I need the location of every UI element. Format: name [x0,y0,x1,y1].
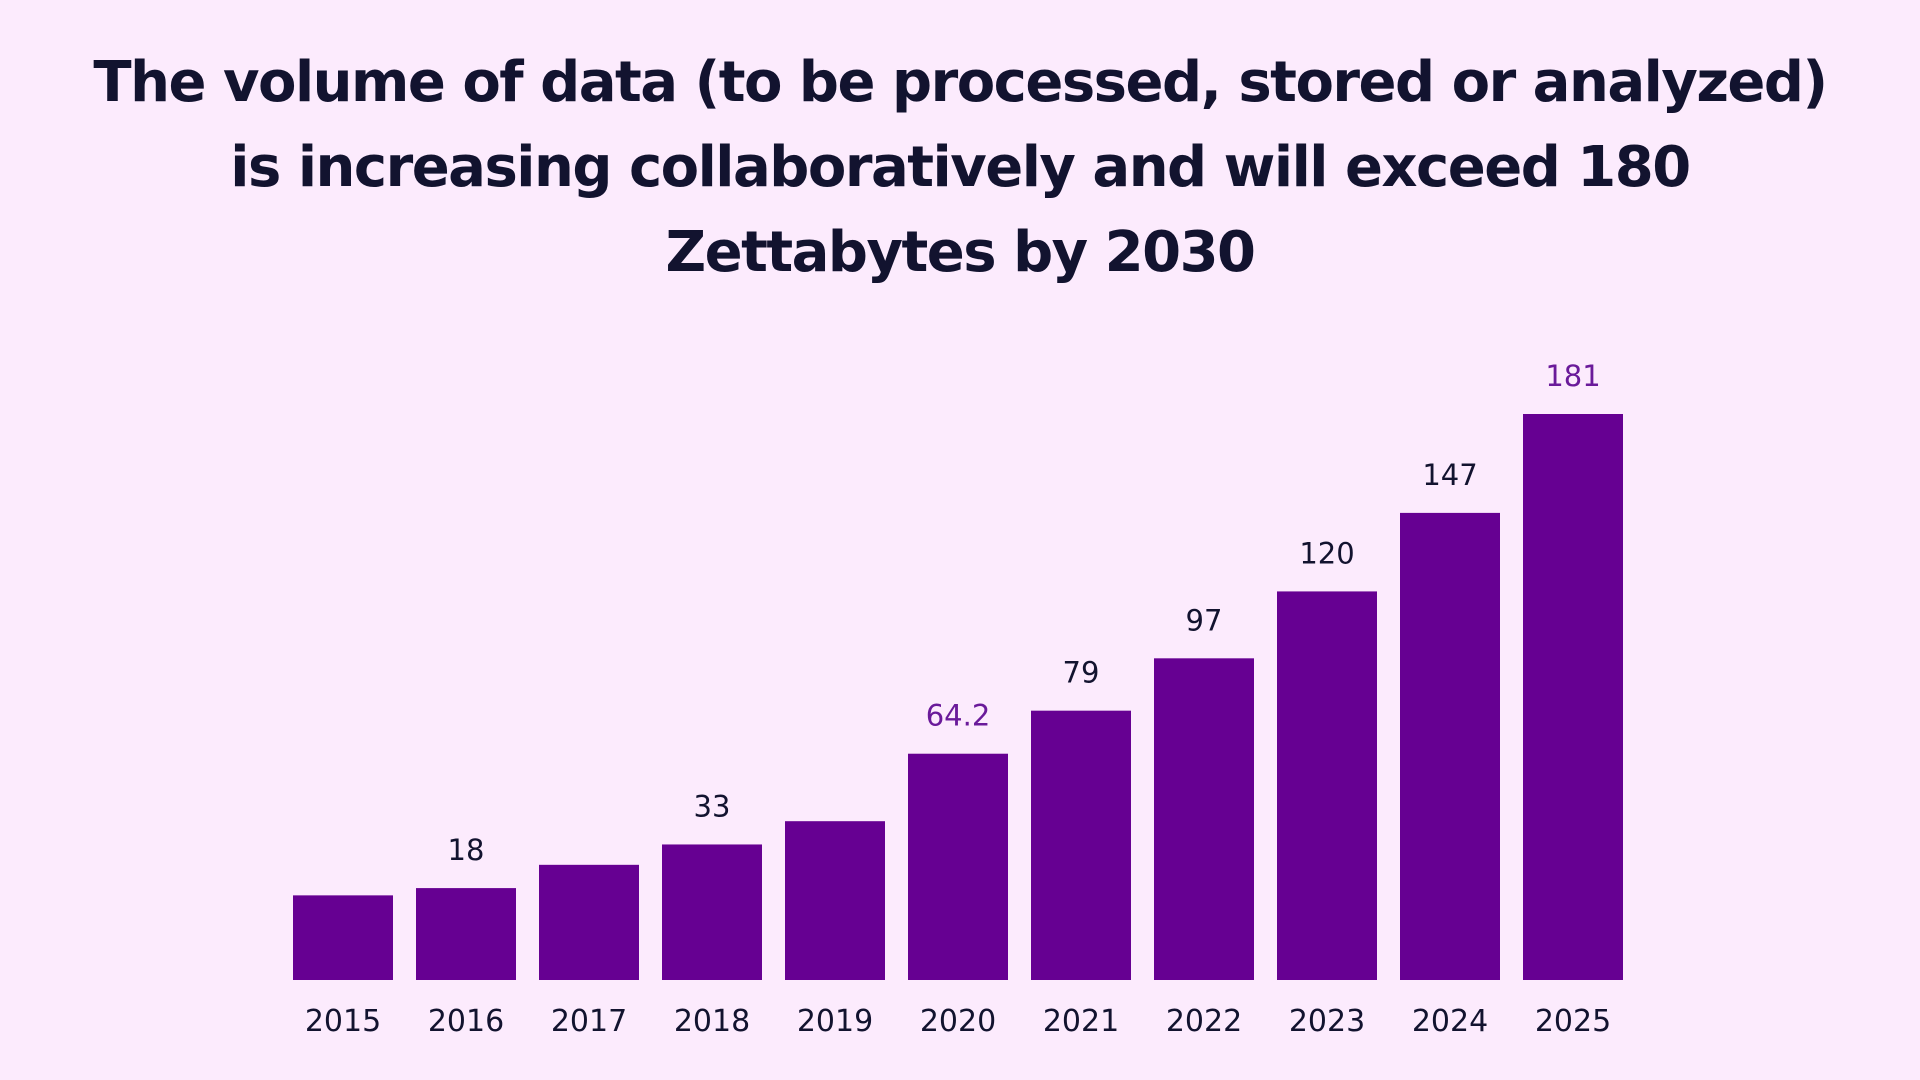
bar-2025 [1523,414,1623,980]
data-label: 79 [1063,656,1100,690]
data-label: 147 [1422,458,1477,492]
chart-title: The volume of data (to be processed, sto… [0,40,1920,295]
x-tick-label: 2022 [1166,1004,1242,1039]
bar-2017 [539,864,639,980]
bar-2015 [293,895,393,980]
x-tick-label: 2020 [920,1004,996,1039]
bar-2021 [1031,710,1131,980]
bar-2019 [785,821,885,980]
title-line-3: Zettabytes by 2030 [665,220,1256,285]
bar-2024 [1400,512,1500,980]
x-tick-label: 2023 [1289,1004,1365,1039]
bar-2016 [416,888,516,980]
data-label: 64.2 [926,699,991,733]
title-line-2: is increasing collaboratively and will e… [230,135,1691,200]
data-label: 181 [1545,359,1600,393]
data-label: 18 [448,833,485,867]
title-line-1: The volume of data (to be processed, sto… [93,50,1828,115]
x-tick-label: 2016 [428,1004,504,1039]
x-tick-label: 2018 [674,1004,750,1039]
x-tick-label: 2025 [1535,1004,1611,1039]
data-label: 120 [1299,536,1354,570]
data-label: 97 [1186,603,1223,637]
x-tick-label: 2017 [551,1004,627,1039]
bar-2018 [662,844,762,980]
bar-2020 [908,753,1008,980]
bar-2023 [1277,591,1377,980]
x-tick-label: 2015 [305,1004,381,1039]
bar-2022 [1154,658,1254,980]
x-tick-label: 2019 [797,1004,873,1039]
data-label: 33 [694,789,731,823]
x-tick-label: 2024 [1412,1004,1488,1039]
x-tick-label: 2021 [1043,1004,1119,1039]
